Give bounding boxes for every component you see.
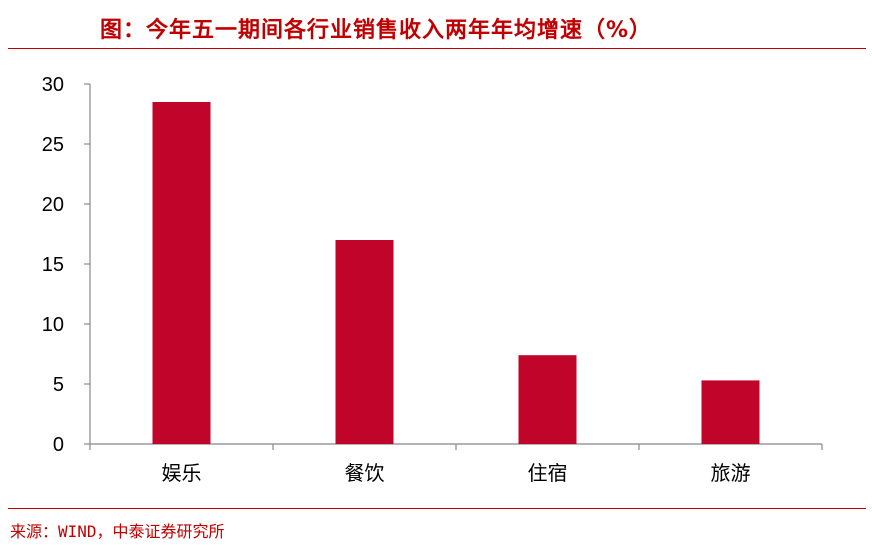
- bar-3: [518, 355, 577, 444]
- x-category-label: 娱乐: [162, 461, 202, 485]
- y-tick-label: 25: [42, 134, 64, 156]
- chart-labels: 0 5 10 15 20 25 30 娱乐 餐饮 住宿 旅游: [42, 74, 751, 485]
- x-category-label: 旅游: [711, 461, 751, 485]
- chart-bars: [152, 102, 760, 444]
- y-tick-label: 30: [42, 74, 64, 96]
- chart-title: 图：今年五一期间各行业销售收入两年年均增速（%）: [100, 18, 653, 43]
- title-bar: 图：今年五一期间各行业销售收入两年年均增速（%）: [0, 0, 872, 48]
- bar-2: [335, 240, 394, 444]
- y-tick-label: 5: [53, 374, 64, 396]
- x-category-label: 住宿: [528, 461, 568, 485]
- y-tick-label: 0: [53, 434, 64, 456]
- bar-1: [152, 102, 211, 444]
- y-tick-label: 20: [42, 194, 64, 216]
- bar-chart: 0 5 10 15 20 25 30 娱乐 餐饮 住宿 旅游: [42, 74, 823, 485]
- x-category-label: 餐饮: [345, 461, 385, 485]
- source-note: 来源：WIND，中泰证券研究所: [10, 522, 225, 541]
- bar-4: [701, 380, 760, 444]
- chart-axes: [84, 83, 823, 450]
- title-divider: [8, 48, 866, 49]
- y-tick-label: 15: [42, 254, 64, 276]
- footer-divider: [8, 508, 866, 509]
- y-tick-label: 10: [42, 314, 64, 336]
